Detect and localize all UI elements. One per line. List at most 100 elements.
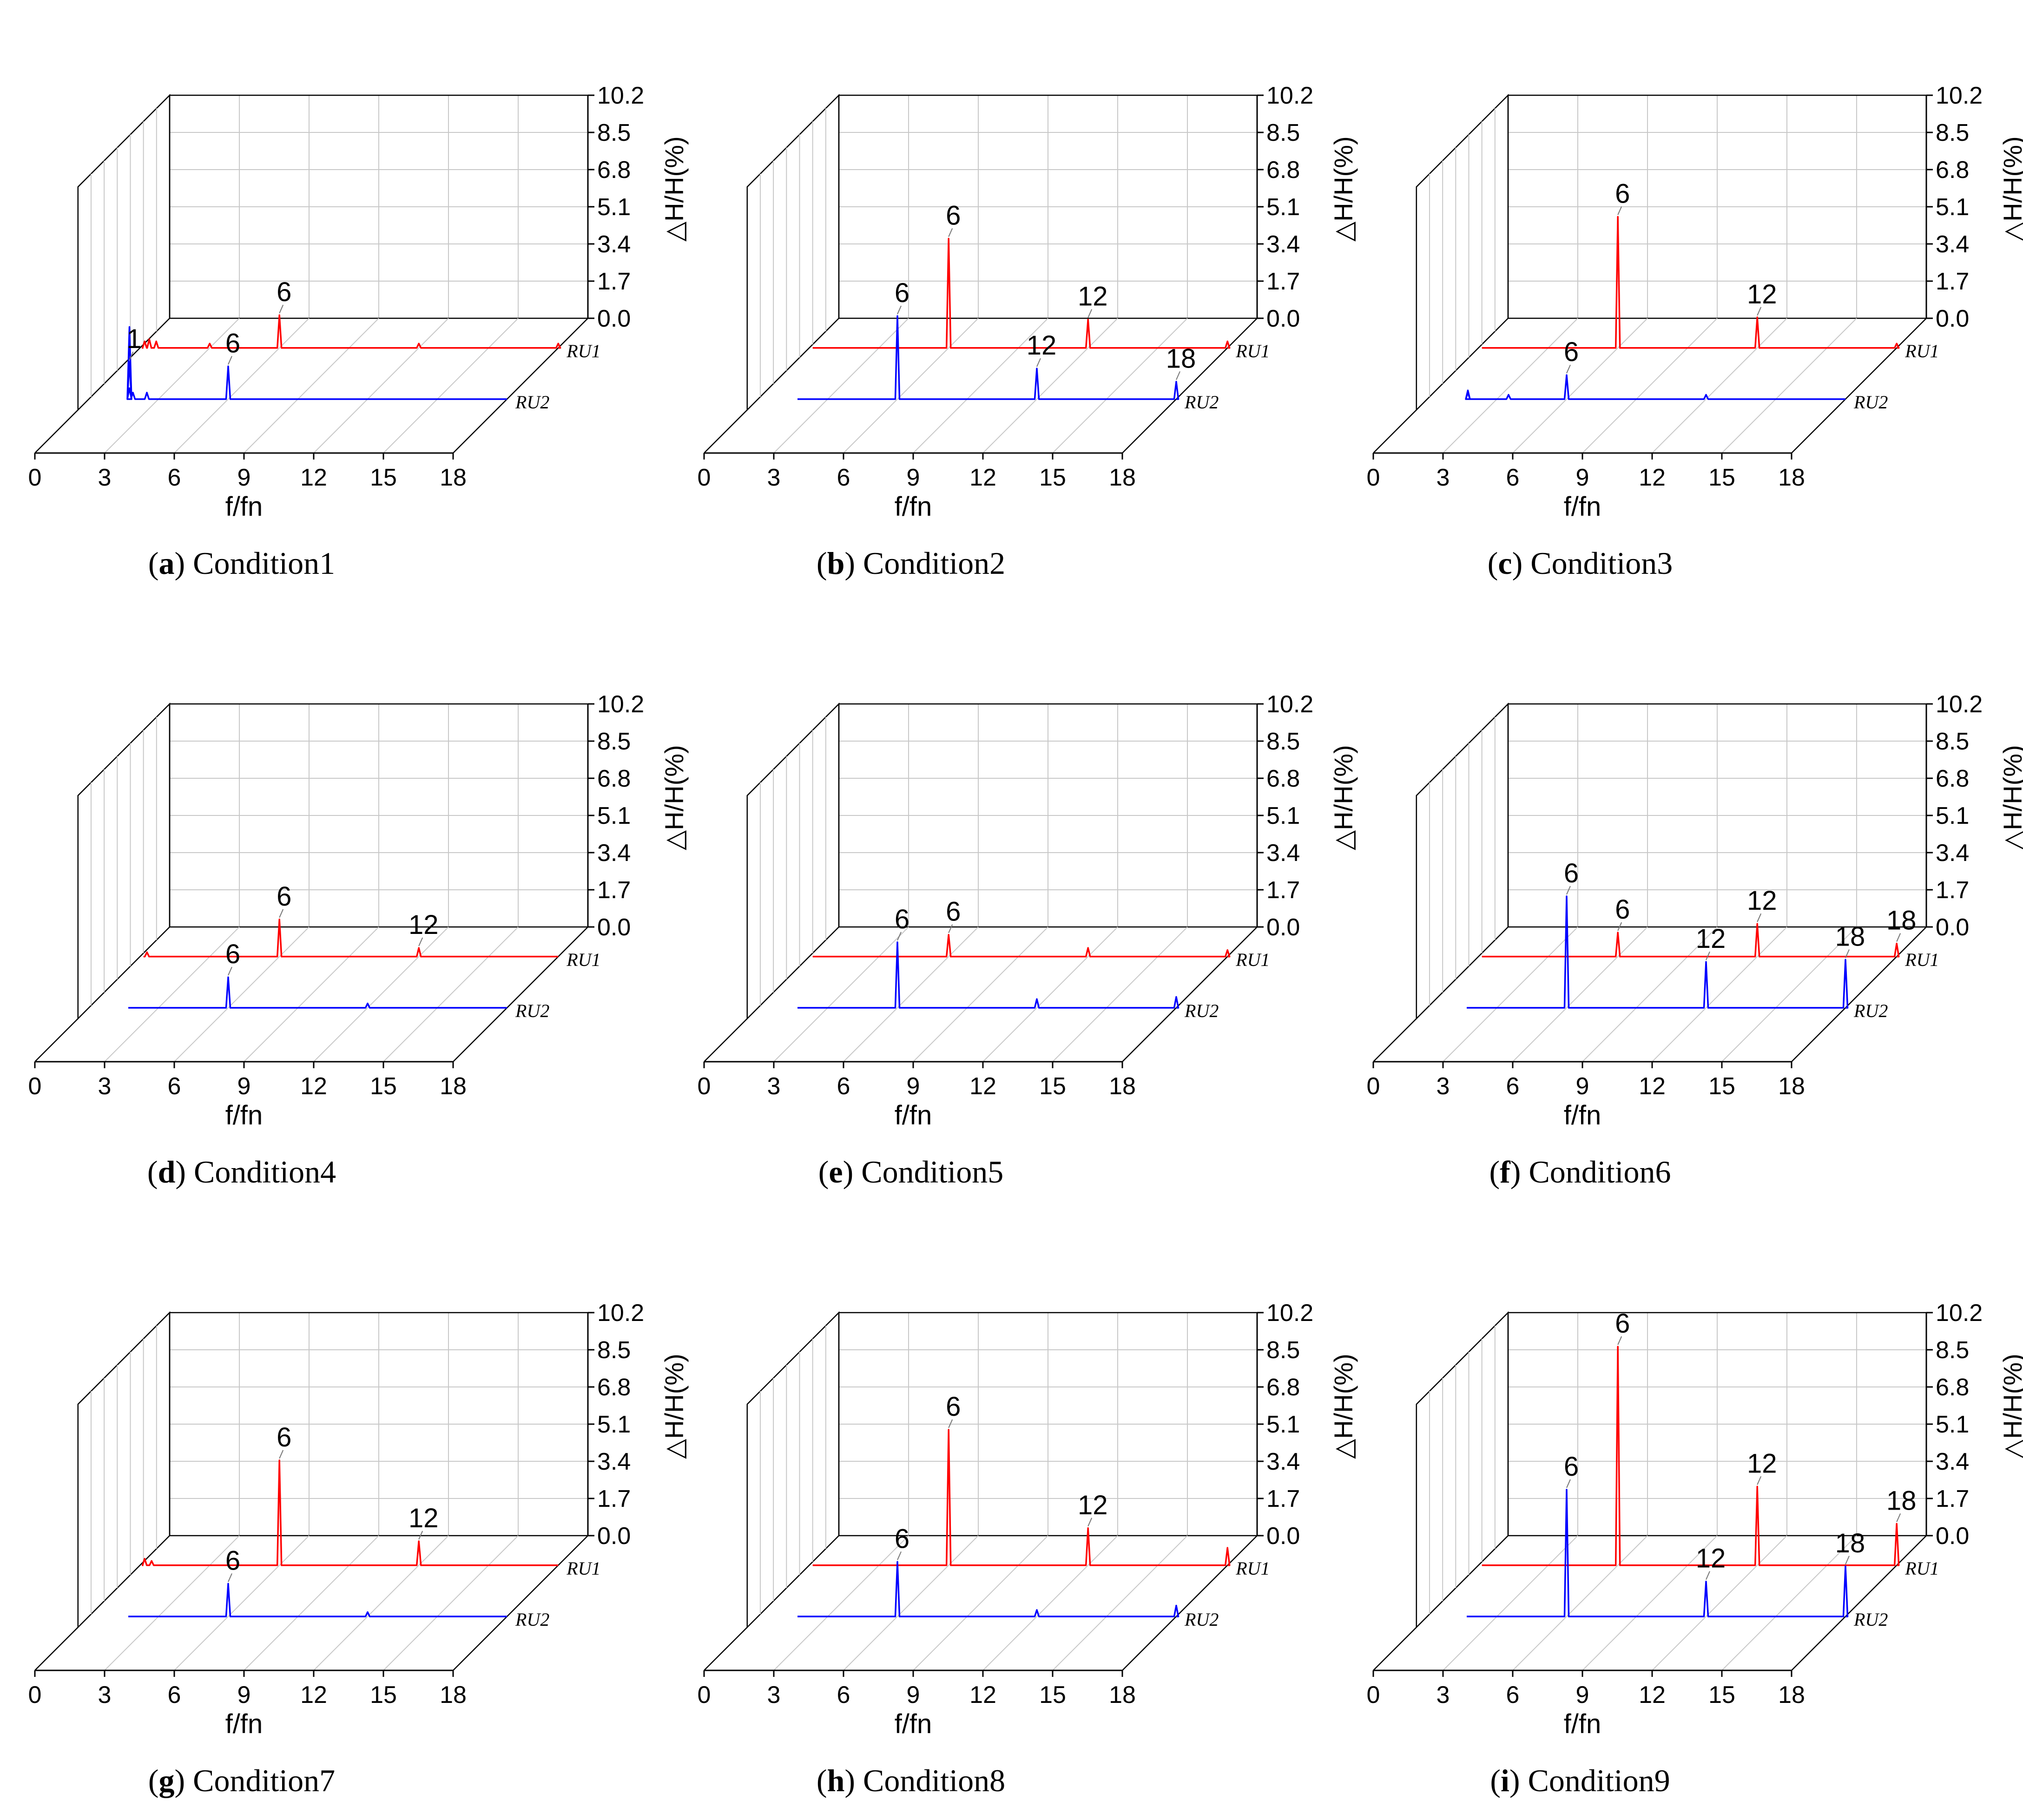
z-tick-label: 1.7 <box>597 268 631 295</box>
panel-caption: (g) Condition7 <box>148 1763 335 1798</box>
series-name-label: RU1 <box>566 949 600 970</box>
x-tick-label: 6 <box>837 1073 850 1100</box>
series-line-RU1 <box>141 314 561 349</box>
series-line-RU2 <box>797 315 1180 400</box>
floor-grid <box>174 318 310 453</box>
x-axis-label: f/fn <box>1564 1709 1601 1739</box>
series-RU1: 6 12 RU1 <box>812 201 1270 361</box>
caption-condition: Condition6 <box>1529 1154 1671 1189</box>
peak-label-leader <box>948 924 953 933</box>
floor-right-edge <box>1791 1535 1927 1671</box>
series-name-label: RU1 <box>1235 1558 1270 1579</box>
series-line-RU1 <box>812 237 1231 349</box>
z-tick-label: 1.7 <box>1266 877 1300 904</box>
z-tick-label: 10.2 <box>1266 1300 1313 1327</box>
floor-grid <box>843 1535 979 1671</box>
peak-label-leader <box>1566 886 1571 895</box>
x-tick-label: 12 <box>300 1682 327 1708</box>
x-tick-label: 12 <box>1639 1073 1666 1100</box>
floor-grid <box>982 318 1118 453</box>
peak-label: 6 <box>895 278 909 308</box>
series-name-label: RU2 <box>515 392 549 413</box>
floor-left-edge <box>1373 1018 1417 1062</box>
series-line-RU1 <box>1482 216 1900 349</box>
peak-label: 18 <box>1835 921 1865 952</box>
peak-label-leader <box>948 1419 953 1428</box>
peak-label: 6 <box>946 201 961 231</box>
floor-grid <box>1582 318 1718 453</box>
z-tick-label: 5.1 <box>1936 802 1969 829</box>
peak-label: 18 <box>1835 1528 1865 1558</box>
z-tick-label: 6.8 <box>597 157 631 184</box>
z-tick-label: 8.5 <box>1936 1337 1969 1364</box>
x-tick-label: 15 <box>370 464 397 491</box>
x-tick-label: 6 <box>837 464 850 491</box>
peak-label: 6 <box>1615 894 1630 925</box>
floor-grid <box>913 1535 1048 1671</box>
z-tick-label: 5.1 <box>1266 1411 1300 1438</box>
x-tick-label: 15 <box>370 1073 397 1100</box>
z-tick-label: 3.4 <box>1936 1448 1969 1475</box>
floor-right-edge <box>453 926 588 1062</box>
floor-left-edge <box>34 409 79 453</box>
x-tick-label: 15 <box>370 1682 397 1708</box>
x-tick-label: 9 <box>237 1073 251 1100</box>
x-tick-label: 3 <box>1437 464 1450 491</box>
series-RU1: 6 12 18 RU1 <box>1482 886 1939 970</box>
x-tick-label: 6 <box>1506 1073 1520 1100</box>
series-name-label: RU1 <box>566 1558 600 1579</box>
peak-label-leader <box>279 909 284 918</box>
x-tick-label: 18 <box>440 1073 467 1100</box>
floor-right-edge <box>1122 318 1258 453</box>
x-tick-label: 18 <box>1778 464 1805 491</box>
x-tick-label: 9 <box>1576 1682 1589 1708</box>
z-tick-label: 10.2 <box>1266 691 1313 718</box>
left-wall-frame <box>77 702 171 1020</box>
series-line-RU1 <box>812 1429 1231 1566</box>
x-tick-label: 15 <box>1708 464 1735 491</box>
z-tick-label: 3.4 <box>1936 231 1969 258</box>
x-axis-label: f/fn <box>895 1709 932 1739</box>
floor-grid <box>104 1535 240 1671</box>
caption-letter: a <box>158 545 174 581</box>
series-line-RU2 <box>1465 374 1845 400</box>
x-tick-label: 12 <box>1639 464 1666 491</box>
z-tick-label: 5.1 <box>597 194 631 221</box>
x-tick-label: 18 <box>1778 1682 1805 1708</box>
panel-c: 0 3 6 9 12 15 18 f/fn 0.0 1.7 3.4 5.1 6.8 8.5 10.2 △H/H… <box>1367 82 2023 581</box>
floor-grid <box>313 1535 449 1671</box>
z-tick-label: 8.5 <box>1936 728 1969 755</box>
z-tick-label: 1.7 <box>597 1485 631 1512</box>
panel-caption: (c) Condition3 <box>1488 545 1673 581</box>
series-RU1: 6 RU1 <box>812 897 1270 970</box>
x-tick-label: 6 <box>168 1073 181 1100</box>
floor-grid <box>383 926 519 1062</box>
x-tick-label: 12 <box>300 1073 327 1100</box>
peak-label-leader <box>418 1531 423 1540</box>
z-tick-label: 5.1 <box>1266 802 1300 829</box>
x-tick-label: 12 <box>300 464 327 491</box>
series-name-label: RU2 <box>1853 392 1888 413</box>
z-tick-label: 6.8 <box>1266 1374 1300 1401</box>
peak-label-leader <box>1036 358 1041 367</box>
peak-label: 18 <box>1886 1485 1917 1516</box>
floor-grid <box>1052 318 1188 453</box>
z-axis-label: △H/H(%) <box>1998 745 2023 850</box>
z-axis-label: △H/H(%) <box>1329 136 1358 242</box>
floor-right-edge <box>453 1535 588 1671</box>
x-tick-label: 9 <box>907 464 920 491</box>
peak-label: 1 <box>126 324 141 354</box>
series-RU2: 1 6 RU2 <box>126 324 549 413</box>
x-tick-label: 18 <box>1778 1073 1805 1100</box>
floor-grid <box>1582 926 1718 1062</box>
floor-grid <box>1582 1535 1718 1671</box>
z-tick-label: 0.0 <box>1936 1523 1969 1550</box>
floor-grid <box>244 318 379 453</box>
z-tick-label: 1.7 <box>597 877 631 904</box>
x-tick-label: 0 <box>28 464 42 491</box>
floor-grid <box>1512 1535 1648 1671</box>
series-name-label: RU2 <box>1853 1000 1888 1021</box>
z-tick-label: 6.8 <box>1266 157 1300 184</box>
peak-label-leader <box>948 228 953 237</box>
